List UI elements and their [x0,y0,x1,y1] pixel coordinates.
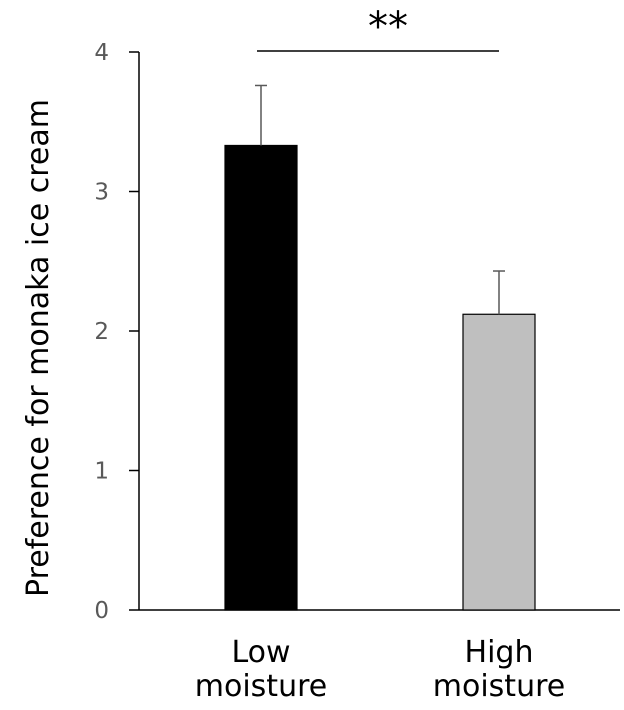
category-label-2: moisture [433,669,565,704]
significance-annotation: ** [257,4,499,52]
bars [224,144,536,611]
bar-2 [462,313,536,611]
y-axis-label: Preference for monaka ice cream [21,99,56,597]
y-tick-label: 4 [94,40,109,66]
y-tick-label: 0 [94,598,109,624]
category-label-1: Low [231,635,290,670]
y-tick-label: 3 [94,180,109,206]
y-axis: 0 1 2 3 4 [94,40,140,624]
y-tick-label: 2 [94,319,109,345]
y-tick-label: 1 [94,459,109,485]
category-label-1: moisture [195,669,327,704]
error-bars [255,84,505,315]
category-label-2: High [465,635,534,670]
bar-1 [224,144,298,611]
significance-label: ** [368,4,408,50]
